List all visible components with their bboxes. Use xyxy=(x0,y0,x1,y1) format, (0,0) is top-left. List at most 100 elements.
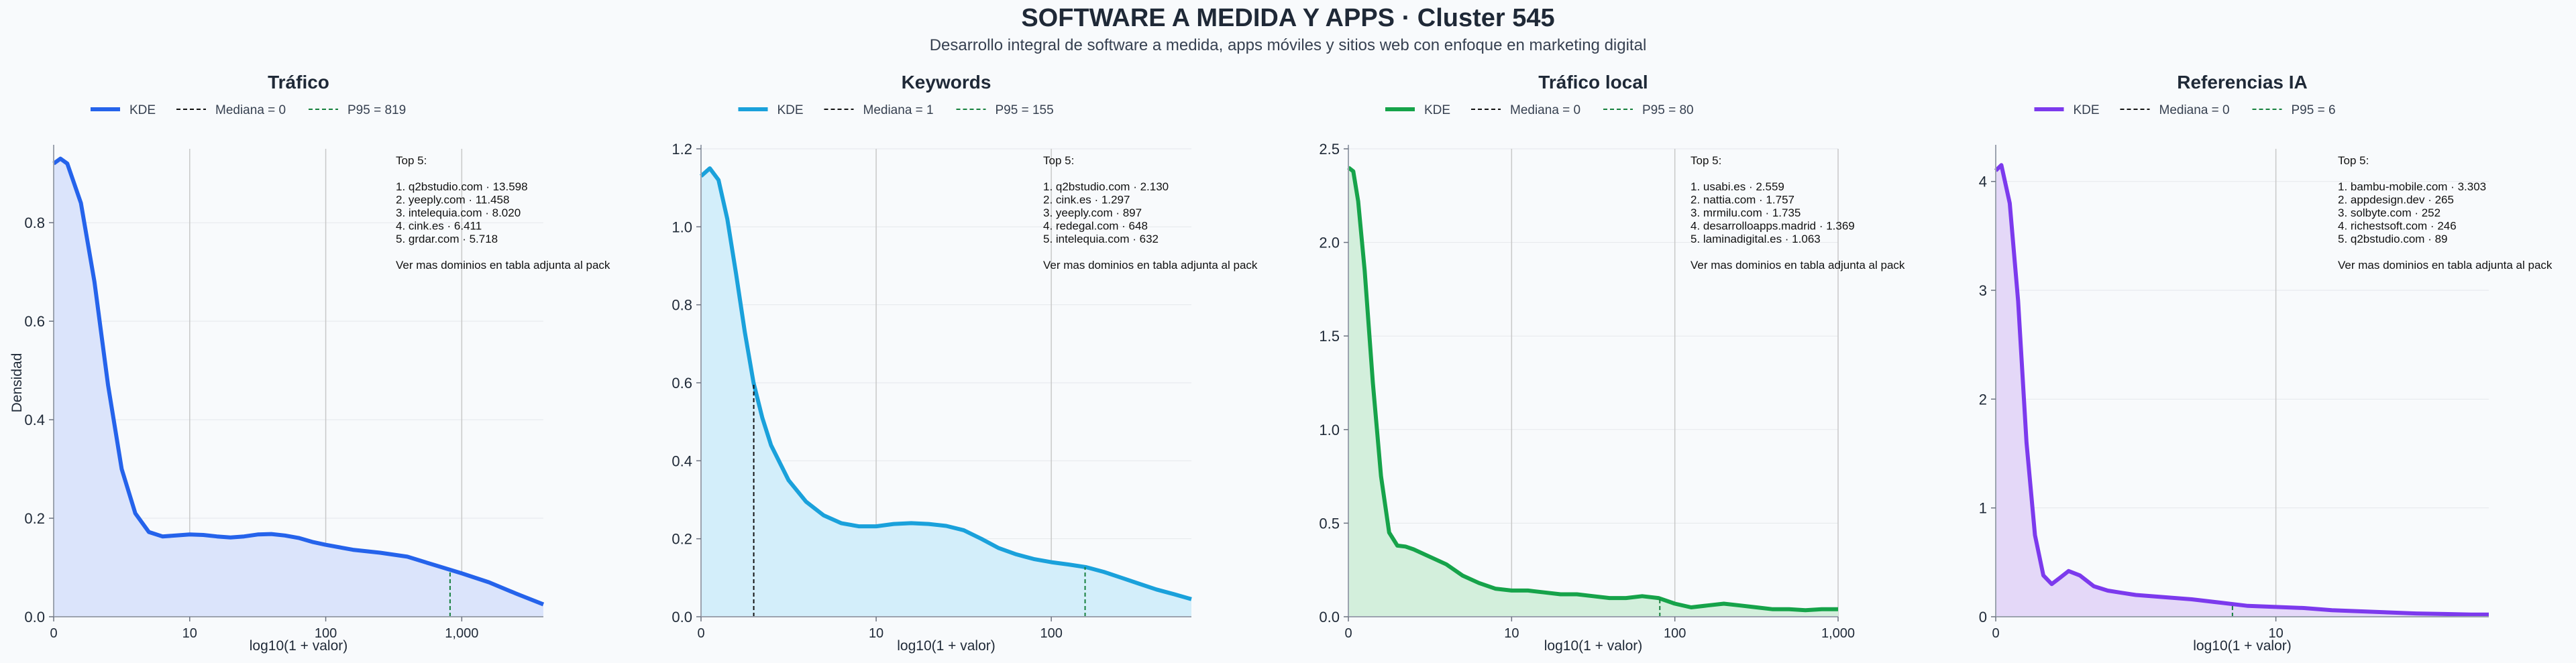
kde-line xyxy=(1994,163,2489,617)
legend-label-kde: KDE xyxy=(2074,103,2100,117)
x-axis-label: log10(1 + valor) xyxy=(2193,638,2292,654)
y-tick-label: 1.0 xyxy=(1319,422,1340,438)
chart-panel-2: Keywords KDE Mediana = 1 P95 = 155 0.0 0.2 0.4… xyxy=(672,72,1258,654)
annotation-line: 3. yeeply.com · 897 xyxy=(1043,206,1142,219)
annotation-line: 5. intelequia.com · 632 xyxy=(1043,233,1159,245)
y-tick-label: 0.8 xyxy=(672,297,692,314)
y-tick-label: 1.0 xyxy=(672,219,692,235)
annotation-line: 4. cink.es · 6.411 xyxy=(396,220,482,233)
annotation-line: 1. q2bstudio.com · 2.130 xyxy=(1043,180,1169,193)
y-tick-label: 1.5 xyxy=(1319,328,1340,345)
annotation-line: 4. desarrolloapps.madrid · 1.369 xyxy=(1690,220,1855,233)
y-tick-label: 0.8 xyxy=(24,215,45,231)
x-tick-label: 1,000 xyxy=(1821,626,1855,641)
x-tick-label: 0 xyxy=(1992,626,1999,641)
kde-area xyxy=(1348,167,1838,617)
annotation-line: Top 5: xyxy=(1690,154,1721,167)
chart-legend: KDE Mediana = 0 P95 = 6 xyxy=(2034,103,2336,117)
legend-label-p95: P95 = 819 xyxy=(347,103,406,117)
y-tick-label: 0.2 xyxy=(24,510,45,527)
page-title: SOFTWARE A MEDIDA Y APPS · Cluster 545 xyxy=(1021,4,1555,32)
x-tick-label: 100 xyxy=(1040,626,1062,641)
annotation-line: Ver mas dominios en tabla adjunta al pac… xyxy=(396,259,610,272)
kde-line xyxy=(1347,166,1838,613)
chart-panel-4: Referencias IA KDE Mediana = 0 P95 = 6 0 1 2 3 4… xyxy=(1979,72,2553,654)
annotation-line: 2. nattia.com · 1.757 xyxy=(1690,194,1794,206)
annotation-line: 2. yeeply.com · 11.458 xyxy=(396,194,509,206)
annotation-line: 2. appdesign.dev · 265 xyxy=(2338,194,2454,206)
y-tick-label: 2.5 xyxy=(1319,141,1340,158)
y-tick-label: 2.0 xyxy=(1319,235,1340,251)
y-tick-label: 1.2 xyxy=(672,141,692,158)
legend-label-median: Mediana = 1 xyxy=(863,103,934,117)
annotation-line: 4. richestsoft.com · 246 xyxy=(2338,220,2457,233)
chart-title: Tráfico xyxy=(268,72,329,93)
annotation-line: Ver mas dominios en tabla adjunta al pac… xyxy=(1043,259,1258,272)
annotation-line: 1. usabi.es · 2.559 xyxy=(1690,180,1784,193)
y-tick-label: 0.4 xyxy=(672,453,692,469)
chart-title: Referencias IA xyxy=(2177,72,2308,93)
chart-legend: KDE Mediana = 0 P95 = 819 xyxy=(91,103,406,117)
chart-title: Tráfico local xyxy=(1538,72,1648,93)
annotation-line: 5. q2bstudio.com · 89 xyxy=(2338,233,2447,245)
annotation-line: Top 5: xyxy=(396,154,427,167)
legend-label-median: Mediana = 0 xyxy=(1510,103,1580,117)
legend-label-kde: KDE xyxy=(777,103,804,117)
x-tick-label: 10 xyxy=(182,626,197,641)
legend-label-kde: KDE xyxy=(129,103,156,117)
x-tick-label: 10 xyxy=(1504,626,1519,641)
y-tick-label: 0.6 xyxy=(672,375,692,391)
x-tick-label: 10 xyxy=(869,626,883,641)
chart-legend: KDE Mediana = 1 P95 = 155 xyxy=(738,103,1054,117)
annotation-line: Ver mas dominios en tabla adjunta al pac… xyxy=(2338,259,2553,272)
kde-area xyxy=(54,158,543,617)
annotation-line: 1. bambu-mobile.com · 3.303 xyxy=(2338,180,2486,193)
legend-label-p95: P95 = 80 xyxy=(1642,103,1694,117)
legend-label-median: Mediana = 0 xyxy=(2159,103,2230,117)
y-tick-label: 0.2 xyxy=(672,531,692,548)
chart-panel-3: Tráfico local KDE Mediana = 0 P95 = 80 0.0 0.… xyxy=(1319,72,1905,654)
y-tick-label: 0.0 xyxy=(672,609,692,625)
x-tick-label: 100 xyxy=(1664,626,1686,641)
y-tick-label: 0.0 xyxy=(24,609,45,625)
x-tick-label: 1,000 xyxy=(445,626,478,641)
annotation-line: 5. laminadigital.es · 1.063 xyxy=(1690,233,1821,245)
y-tick-label: 0.0 xyxy=(1319,609,1340,625)
x-axis-label: log10(1 + valor) xyxy=(250,638,348,654)
y-tick-label: 0.6 xyxy=(24,313,45,330)
annotation-line: 3. mrmilu.com · 1.735 xyxy=(1690,206,1801,219)
legend-label-median: Mediana = 0 xyxy=(215,103,286,117)
y-tick-label: 3 xyxy=(1979,282,1987,299)
y-tick-label: 1 xyxy=(1979,500,1987,517)
x-tick-label: 100 xyxy=(315,626,337,641)
annotation-line: 3. intelequia.com · 8.020 xyxy=(396,206,521,219)
annotation-line: 1. q2bstudio.com · 13.598 xyxy=(396,180,528,193)
annotation-line: 2. cink.es · 1.297 xyxy=(1043,194,1130,206)
kde-line xyxy=(52,156,545,607)
y-axis-label: Densidad xyxy=(9,353,25,413)
y-tick-label: 0 xyxy=(1979,609,1987,625)
annotation-line: Top 5: xyxy=(2338,154,2369,167)
legend-label-p95: P95 = 6 xyxy=(2292,103,2336,117)
y-tick-label: 2 xyxy=(1979,391,1987,408)
chart-legend: KDE Mediana = 0 P95 = 80 xyxy=(1385,103,1694,117)
kde-line xyxy=(700,166,1192,601)
x-tick-label: 0 xyxy=(50,626,57,641)
x-tick-label: 10 xyxy=(2268,626,2283,641)
legend-label-p95: P95 = 155 xyxy=(996,103,1054,117)
y-tick-label: 0.4 xyxy=(24,412,45,428)
x-tick-label: 0 xyxy=(697,626,704,641)
chart-title: Keywords xyxy=(902,72,991,93)
annotation-line: 3. solbyte.com · 252 xyxy=(2338,206,2440,219)
annotation-line: Top 5: xyxy=(1043,154,1074,167)
x-axis-label: log10(1 + valor) xyxy=(897,638,996,654)
x-tick-label: 0 xyxy=(1344,626,1352,641)
chart-panel-1: Tráfico KDE Mediana = 0 P95 = 819 0.0 0.2 0.4 0… xyxy=(9,72,610,654)
annotation-line: Ver mas dominios en tabla adjunta al pac… xyxy=(1690,259,1905,272)
annotation-line: 4. redegal.com · 648 xyxy=(1043,220,1148,233)
x-axis-label: log10(1 + valor) xyxy=(1544,638,1643,654)
page-subtitle: Desarrollo integral de software a medida… xyxy=(929,36,1647,54)
y-tick-label: 0.5 xyxy=(1319,515,1340,532)
annotation-line: 5. grdar.com · 5.718 xyxy=(396,233,498,245)
